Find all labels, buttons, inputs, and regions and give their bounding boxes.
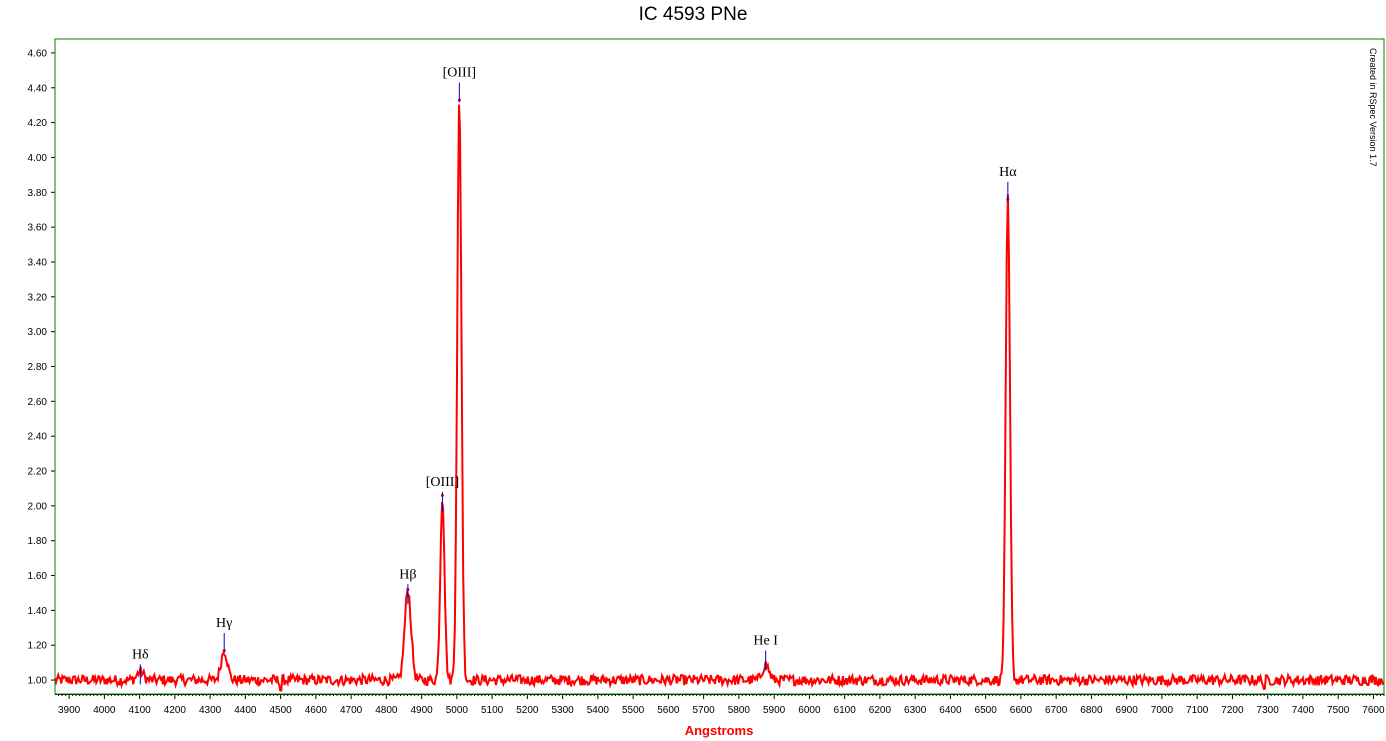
y-tick-label: 3.40 — [28, 257, 48, 268]
y-tick-label: 2.60 — [28, 397, 48, 408]
x-tick-label: 5800 — [728, 705, 751, 716]
y-tick-label: 3.00 — [28, 327, 48, 338]
y-tick-label: 3.20 — [28, 292, 48, 303]
x-tick-label: 6500 — [975, 705, 998, 716]
spectral-line-label: Hδ — [132, 647, 149, 662]
plot-frame — [54, 38, 1385, 695]
y-tick-label: 1.20 — [28, 641, 48, 652]
x-tick-label: 4500 — [269, 705, 292, 716]
spectrum-series-line — [54, 104, 1385, 692]
x-tick-label: 7600 — [1362, 705, 1385, 716]
x-tick-label: 5100 — [481, 705, 504, 716]
y-tick-label: 4.20 — [28, 118, 48, 129]
line-labels: Hδ Hγ Hβ [OIII] [OIII] He I Hα — [132, 66, 1017, 663]
x-axis-label: Angstroms — [684, 723, 754, 738]
x-axis: 3900 4000 4100 4200 4300 4400 4500 4600 4700 4800… — [55, 694, 1385, 716]
x-tick-label: 4800 — [375, 705, 398, 716]
x-tick-label: 4000 — [93, 705, 116, 716]
x-tick-label: 7100 — [1186, 705, 1209, 716]
y-tick-label: 1.60 — [28, 571, 48, 582]
x-tick-label: 7000 — [1151, 705, 1174, 716]
y-axis: 1.00 1.20 1.40 1.60 1.80 2.00 2.20 2.40 2.60 2.80… — [28, 48, 55, 687]
y-tick-label: 2.40 — [28, 432, 48, 443]
x-tick-label: 4100 — [128, 705, 151, 716]
x-tick-label: 4900 — [410, 705, 433, 716]
x-tick-label: 6700 — [1045, 705, 1068, 716]
x-tick-label: 5500 — [622, 705, 645, 716]
x-tick-label: 7500 — [1327, 705, 1350, 716]
x-tick-label: 5300 — [552, 705, 575, 716]
x-tick-label: 3900 — [58, 705, 81, 716]
x-tick-label: 5400 — [587, 705, 610, 716]
y-tick-label: 2.80 — [28, 362, 48, 373]
x-tick-label: 7300 — [1257, 705, 1280, 716]
y-tick-label: 3.60 — [28, 223, 48, 234]
y-tick-label: 1.00 — [28, 676, 48, 687]
x-tick-label: 6400 — [939, 705, 962, 716]
x-tick-label: 5700 — [693, 705, 716, 716]
x-tick-label: 6100 — [834, 705, 857, 716]
software-credit: Created in RSpec Version 1.7 — [1368, 48, 1378, 167]
y-tick-label: 2.00 — [28, 501, 48, 512]
x-tick-label: 4600 — [305, 705, 328, 716]
x-tick-label: 5000 — [446, 705, 469, 716]
x-tick-label: 4200 — [164, 705, 187, 716]
y-tick-label: 4.00 — [28, 153, 48, 164]
x-tick-label: 6600 — [1010, 705, 1033, 716]
x-tick-label: 4700 — [340, 705, 363, 716]
x-tick-label: 6200 — [869, 705, 892, 716]
chart-title: IC 4593 PNe — [638, 4, 748, 25]
x-tick-label: 5900 — [763, 705, 786, 716]
y-tick-label: 1.40 — [28, 606, 48, 617]
spectral-line-label: Hα — [999, 165, 1017, 180]
y-tick-label: 4.60 — [28, 48, 48, 59]
x-tick-label: 6300 — [904, 705, 927, 716]
x-tick-label: 4400 — [234, 705, 257, 716]
x-tick-label: 5600 — [657, 705, 680, 716]
x-tick-label: 4300 — [199, 705, 222, 716]
spectral-line-label: Hγ — [216, 616, 232, 631]
spectral-line-label: [OIII] — [443, 66, 476, 81]
line-markers — [138, 82, 1010, 685]
x-tick-label: 7400 — [1292, 705, 1315, 716]
spectral-line-label: He I — [753, 633, 778, 648]
y-tick-label: 4.40 — [28, 83, 48, 94]
x-tick-label: 6000 — [798, 705, 821, 716]
y-tick-label: 2.20 — [28, 467, 48, 478]
spectral-line-label: Hβ — [399, 567, 416, 582]
x-tick-label: 5200 — [516, 705, 539, 716]
x-tick-label: 6900 — [1116, 705, 1139, 716]
y-tick-label: 3.80 — [28, 188, 48, 199]
x-tick-label: 6800 — [1080, 705, 1103, 716]
x-tick-label: 7200 — [1221, 705, 1244, 716]
spectral-line-label: [OIII] — [426, 475, 459, 490]
y-tick-label: 1.80 — [28, 536, 48, 547]
